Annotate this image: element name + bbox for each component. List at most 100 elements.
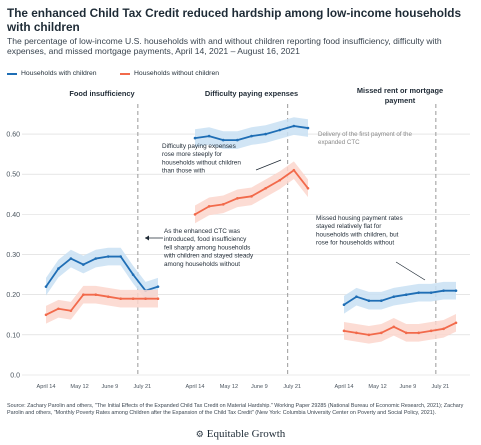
point-without-children: [144, 297, 147, 301]
point-with-children: [156, 285, 160, 288]
point-with-children: [292, 124, 296, 128]
x-tick-label: April 14: [335, 384, 354, 390]
panel-title: Difficulty paying expenses: [205, 89, 298, 98]
y-tick-label: 0.60: [6, 132, 20, 139]
point-without-children: [193, 213, 197, 216]
annotation-arrow: [255, 159, 282, 171]
y-tick-label: 0.30: [6, 252, 20, 259]
point-without-children: [367, 333, 371, 337]
point-without-children: [106, 295, 110, 299]
point-without-children: [250, 195, 253, 198]
point-without-children: [417, 331, 420, 335]
point-with-children: [44, 285, 48, 288]
y-tick-label: 0.0: [10, 373, 20, 380]
point-without-children: [94, 293, 98, 296]
point-with-children: [250, 134, 253, 138]
point-without-children: [236, 197, 239, 200]
annotation-housing: rose for households without: [316, 240, 394, 247]
point-with-children: [106, 255, 110, 258]
vline-label: expanded CTC: [318, 139, 360, 146]
brand-icon: ⚙: [195, 429, 204, 439]
annotation-housing: households with children, but: [316, 231, 399, 238]
point-without-children: [69, 309, 73, 313]
point-with-children: [69, 257, 73, 260]
brand-logo: ⚙ Equitable Growth: [0, 428, 481, 440]
point-without-children: [156, 297, 160, 301]
point-without-children: [380, 331, 383, 335]
point-without-children: [404, 331, 408, 335]
x-tick-label: May 12: [368, 384, 386, 390]
point-with-children: [454, 289, 458, 292]
point-with-children: [131, 273, 135, 276]
point-with-children: [306, 126, 310, 130]
annotation-housing: stayed relatively flat for: [316, 223, 382, 230]
annotation-housing: Missed housing payment rates: [316, 215, 403, 222]
legend-label-without-children: Households without children: [134, 70, 220, 77]
point-without-children: [454, 321, 458, 325]
annotation-expenses: households without children: [162, 159, 241, 166]
point-without-children: [119, 297, 122, 301]
point-without-children: [221, 203, 225, 206]
point-with-children: [94, 257, 98, 260]
line-with-children: [343, 289, 456, 306]
point-without-children: [429, 329, 433, 333]
point-with-children: [82, 263, 85, 266]
line-without-children: [45, 293, 158, 316]
annotation-expenses: Difficulty paying expenses: [162, 143, 236, 150]
point-without-children: [82, 293, 85, 296]
legend-label-with-children: Households with children: [21, 70, 97, 77]
legend-swatch-without-children: [120, 72, 130, 75]
point-without-children: [264, 186, 267, 190]
point-with-children: [264, 132, 267, 136]
x-tick-label: May 12: [220, 384, 238, 390]
annotation-arrow: [395, 261, 426, 281]
point-without-children: [131, 297, 135, 301]
point-with-children: [380, 299, 383, 303]
y-tick-label: 0.40: [6, 212, 20, 219]
point-with-children: [278, 128, 282, 132]
confidence-band-without-children: [344, 313, 456, 344]
annotation-food: As the enhanced CTC was: [164, 228, 240, 235]
point-without-children: [278, 178, 282, 182]
x-tick-label: July 21: [431, 384, 449, 390]
confidence-band-with-children: [344, 281, 456, 314]
brand-name: Equitable Growth: [206, 428, 286, 440]
point-without-children: [442, 327, 445, 331]
x-tick-label: June 9: [251, 384, 268, 390]
x-tick-label: July 21: [283, 384, 301, 390]
annotation-food: introduced, food insufficiency: [164, 236, 247, 243]
point-with-children: [57, 267, 60, 270]
point-without-children: [44, 313, 48, 317]
x-tick-label: July 21: [133, 384, 151, 390]
x-tick-label: May 12: [70, 384, 88, 390]
point-without-children: [342, 329, 346, 333]
point-with-children: [236, 138, 239, 142]
y-tick-label: 0.20: [6, 292, 20, 299]
x-tick-label: June 9: [399, 384, 416, 390]
annotation-arrowhead: [145, 235, 149, 241]
point-without-children: [306, 186, 310, 190]
point-without-children: [355, 331, 358, 335]
point-with-children: [193, 136, 197, 140]
panel-title: Missed rent or mortgage: [357, 86, 443, 95]
annotation-food: fell sharply among households: [164, 244, 250, 251]
point-with-children: [417, 291, 420, 294]
legend-item-with-children: Households with children: [7, 70, 97, 77]
point-with-children: [404, 293, 408, 296]
panel-title: payment: [385, 96, 416, 105]
x-tick-label: April 14: [37, 384, 56, 390]
annotation-expenses: rose more steeply for: [162, 151, 223, 158]
point-without-children: [207, 205, 211, 208]
y-tick-label: 0.50: [6, 172, 20, 179]
annotation-food: with children and stayed steady: [163, 253, 254, 260]
annotation-food: among households without: [164, 261, 240, 268]
x-tick-label: April 14: [186, 384, 205, 390]
point-with-children: [392, 295, 396, 299]
point-with-children: [207, 134, 211, 138]
subtitle: The percentage of low-income U.S. househ…: [7, 36, 442, 57]
annotation-expenses: than those with: [162, 168, 205, 175]
legend-swatch-with-children: [7, 72, 17, 75]
page-title: The enhanced Child Tax Credit reduced ha…: [7, 6, 462, 34]
